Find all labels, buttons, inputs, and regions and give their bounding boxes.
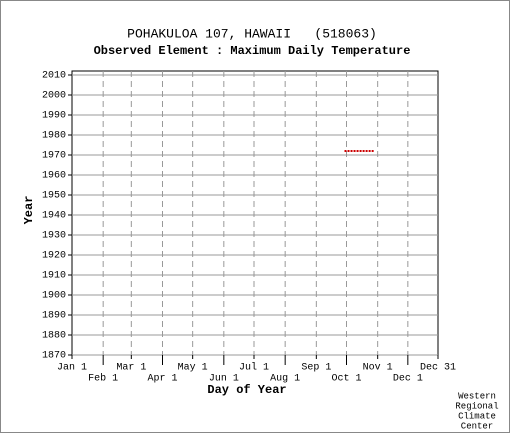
x-tick-label: May 1 [178,363,208,374]
chart-title: POHAKULOA 107, HAWAII (518063) [127,26,377,41]
data-point [359,150,362,152]
y-tick-label: 2010 [42,71,66,82]
data-point [356,150,359,152]
credit-text: Regional [455,401,498,411]
chart-subtitle: Observed Element : Maximum Daily Tempera… [94,44,411,58]
y-tick-label: 1930 [42,231,66,242]
x-tick-label: Nov 1 [363,363,393,374]
data-point [350,150,353,152]
y-tick-label: 1950 [42,191,66,202]
data-point [371,150,374,152]
x-tick-label: Aug 1 [270,374,300,385]
y-tick-label: 1910 [42,271,66,282]
x-axis-label: Day of Year [207,383,286,397]
data-point [362,150,365,152]
y-tick-label: 1880 [42,331,66,342]
credit-text: Center [461,421,493,431]
y-tick-label: 2000 [42,91,66,102]
x-tick-label: Apr 1 [147,374,177,385]
data-point [365,150,368,152]
y-tick-label: 1920 [42,251,66,262]
x-tick-label: Feb 1 [88,373,118,385]
y-tick-label: 1960 [42,171,66,182]
y-tick-label: 1980 [42,131,66,142]
x-tick-label: Jun 1 [209,374,239,385]
y-tick-label: 1940 [42,211,66,222]
y-tick-label: 1900 [42,291,66,302]
x-tick-label: Dec 31 [420,363,456,374]
credit-text: Western [458,391,496,401]
x-tick-label: Mar 1 [116,363,146,374]
data-point [347,150,350,152]
credit-text: Climate [458,411,496,421]
x-tick-label: Jul 1 [239,362,269,374]
x-tick-label: Jan 1 [57,363,87,374]
y-tick-label: 1870 [42,351,66,362]
x-tick-label: Oct 1 [331,374,361,385]
data-point [353,150,356,152]
data-point [344,150,347,152]
x-tick-label: Sep 1 [301,363,331,374]
y-tick-label: 1890 [42,311,66,322]
data-point [368,150,371,152]
y-tick-label: 1990 [42,111,66,122]
x-tick-label: Dec 1 [393,374,423,385]
y-tick-label: 1970 [42,151,66,162]
y-axis-label: Year [22,196,36,225]
